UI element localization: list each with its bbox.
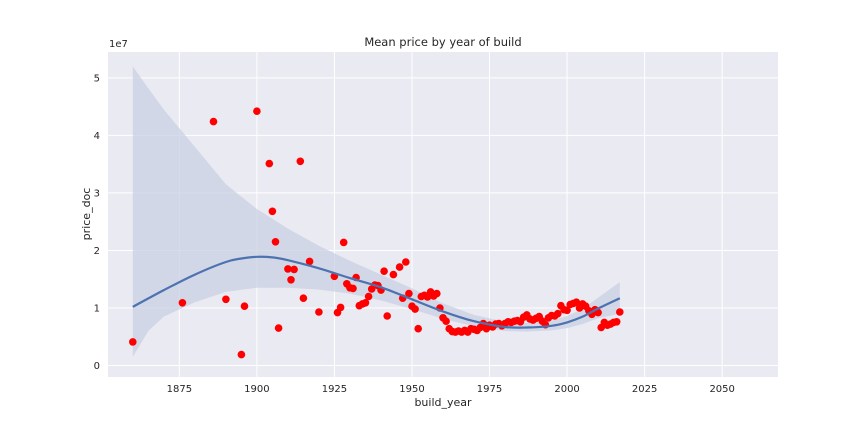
data-point: [253, 107, 261, 115]
data-point: [563, 306, 571, 315]
data-point: [315, 308, 323, 316]
x-tick-label: 2025: [632, 384, 657, 395]
data-point: [299, 294, 308, 303]
x-tick-labels: 1875 1900 1925 1950 1975 2000 2025 2050: [167, 384, 735, 395]
y-axis-label: price_doc: [80, 188, 93, 241]
x-tick-label: 2000: [554, 384, 579, 395]
data-point: [442, 317, 450, 326]
data-point: [402, 258, 410, 266]
data-point: [284, 265, 292, 273]
y-tick-label: 5: [94, 73, 100, 84]
data-point: [380, 267, 388, 276]
data-point: [389, 270, 398, 279]
data-point: [433, 289, 441, 298]
data-point: [290, 265, 298, 274]
data-point: [240, 302, 249, 311]
y-tick-label: 0: [94, 361, 100, 372]
data-point: [268, 207, 277, 216]
data-point: [554, 309, 562, 318]
data-point: [339, 238, 348, 247]
x-tick-label: 1975: [477, 384, 502, 395]
data-point: [361, 299, 370, 307]
data-point: [405, 289, 413, 298]
data-point: [336, 303, 345, 312]
x-tick-label: 1900: [244, 384, 269, 395]
chart-title: Mean price by year of build: [364, 35, 521, 49]
x-tick-label: 2050: [709, 384, 734, 395]
data-point: [129, 338, 137, 346]
fit-line: [132, 255, 621, 329]
data-point: [178, 299, 187, 307]
y-tick-label: 1: [94, 303, 100, 314]
data-point: [616, 308, 624, 316]
data-point: [612, 318, 621, 326]
data-point: [271, 238, 280, 246]
data-point: [287, 276, 295, 284]
x-tick-label: 1950: [399, 384, 424, 395]
scatter-points: [129, 107, 624, 359]
data-point: [414, 324, 423, 333]
y-tick-label: 3: [94, 188, 100, 199]
data-point: [209, 117, 218, 126]
y-tick-label: 2: [94, 246, 100, 257]
data-point: [572, 298, 581, 307]
y-tick-labels: 0 1 2 3 4 5: [94, 73, 100, 372]
data-point: [265, 159, 274, 168]
data-point: [274, 324, 283, 332]
confidence-band: [132, 66, 620, 357]
data-point: [296, 157, 305, 166]
x-tick-label: 1875: [167, 384, 192, 395]
y-tick-label: 4: [94, 131, 100, 142]
data-point: [305, 257, 314, 266]
data-point: [222, 295, 230, 304]
data-point: [383, 312, 392, 320]
data-point: [395, 263, 404, 271]
data-point: [411, 305, 419, 313]
data-point: [364, 292, 373, 301]
data-point: [349, 284, 357, 293]
y-axis-multiplier: 1e7: [109, 39, 128, 50]
x-axis-label: build_year: [414, 396, 472, 409]
x-tick-label: 1925: [322, 384, 347, 395]
data-point: [237, 350, 246, 359]
